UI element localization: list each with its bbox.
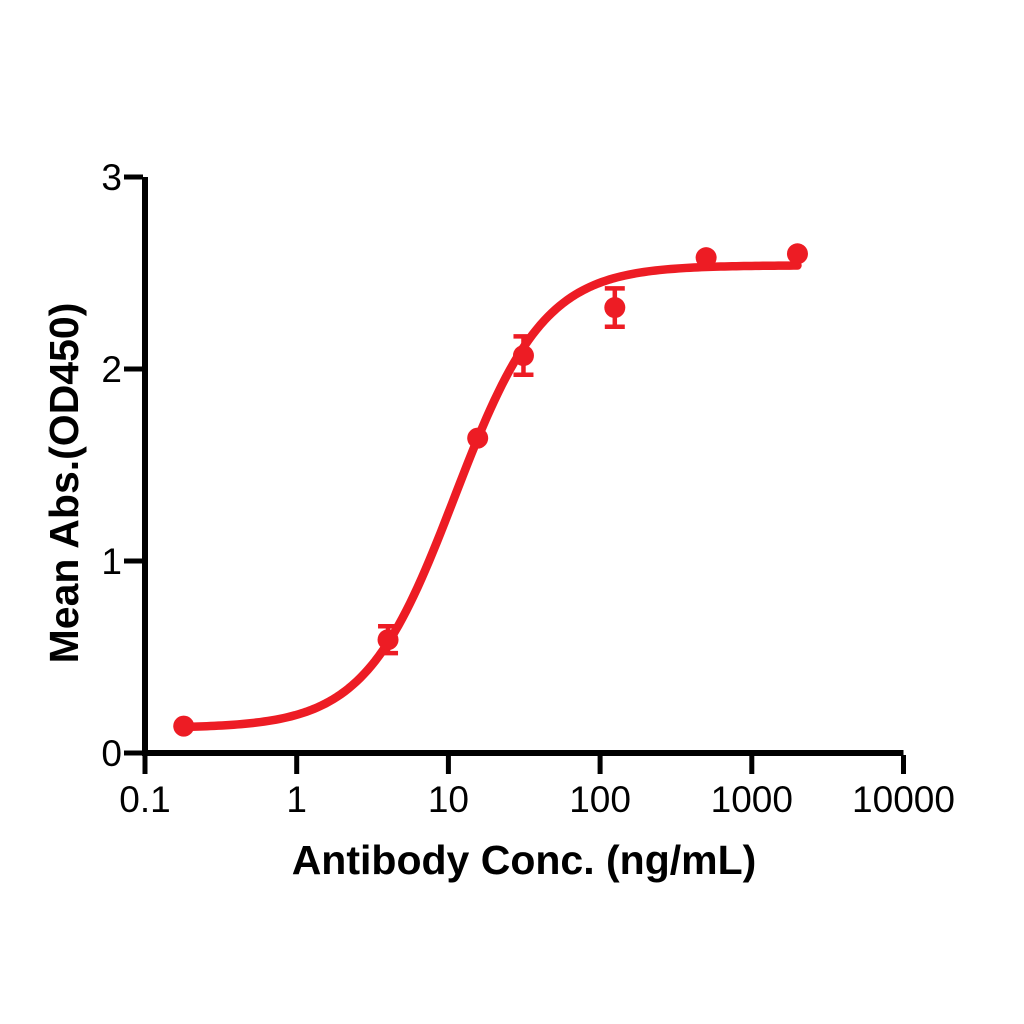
data-point [467, 427, 489, 449]
y-tick-label: 3 [101, 157, 122, 198]
x-axis-tick-labels: 0.1 1 10 100 1000 10000 [119, 779, 955, 820]
data-point [786, 243, 808, 265]
x-tick-label: 10000 [852, 779, 955, 820]
fit-curve [179, 261, 802, 732]
x-axis-ticks [142, 755, 906, 774]
data-point [512, 345, 534, 367]
data-point [173, 715, 195, 737]
y-tick-label: 1 [101, 541, 122, 582]
data-point [695, 247, 717, 269]
axes: 0.1 1 10 100 1000 10000 0 1 2 3 Antibody Conc. (… [41, 157, 955, 883]
x-tick-label: 100 [569, 779, 631, 820]
x-tick-label: 1000 [711, 779, 793, 820]
x-tick-label: 10 [428, 779, 469, 820]
x-axis-title: Antibody Conc. (ng/mL) [292, 837, 757, 883]
y-axis-ticks [124, 174, 143, 756]
x-tick-label: 0.1 [119, 779, 170, 820]
data-point [604, 297, 626, 319]
data-points [173, 243, 808, 737]
y-axis-tick-labels: 0 1 2 3 [101, 157, 122, 774]
y-tick-label: 0 [101, 733, 122, 774]
y-axis-title: Mean Abs.(OD450) [41, 303, 87, 664]
data-point [377, 629, 399, 651]
axis-lines [142, 177, 904, 756]
series-antibody-binding [173, 243, 808, 737]
x-tick-label: 1 [286, 779, 307, 820]
y-tick-label: 2 [101, 349, 122, 390]
